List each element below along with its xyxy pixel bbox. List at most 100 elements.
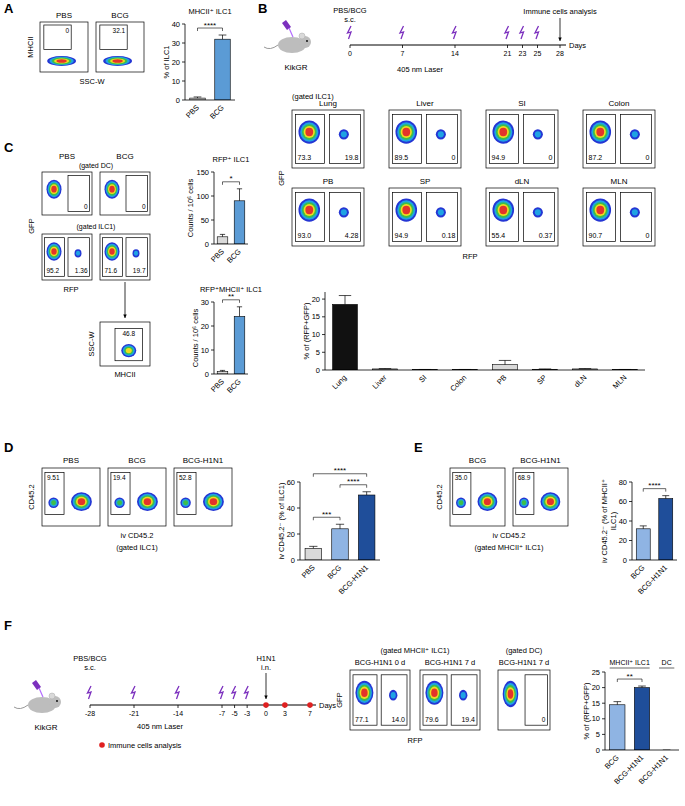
strain-label: KikGR xyxy=(34,723,57,732)
y-tick xyxy=(211,220,214,221)
gate-value: 90.7 xyxy=(589,232,603,239)
density-contour xyxy=(402,128,410,136)
density-contour xyxy=(456,498,466,508)
y-tick xyxy=(602,687,605,688)
y-tick-label: 10 xyxy=(201,346,209,355)
gate xyxy=(620,115,651,164)
density-contour xyxy=(505,685,516,703)
gate-value: 68.9 xyxy=(518,474,531,481)
flow-plot: 9.51 xyxy=(42,468,100,526)
group-label: DC xyxy=(662,659,672,666)
density-contour xyxy=(76,497,87,507)
y-tick xyxy=(629,521,632,522)
day-label: 0 xyxy=(348,50,352,57)
gate xyxy=(111,473,130,515)
density-contour xyxy=(137,492,158,511)
day-tick xyxy=(560,45,561,48)
density-contour xyxy=(496,124,511,140)
y-tick-label: 10 xyxy=(312,330,320,339)
x-axis xyxy=(300,560,380,561)
density-contour xyxy=(110,58,125,63)
group-line xyxy=(659,668,674,669)
mouse-icon xyxy=(14,680,61,713)
laser-bolt xyxy=(453,26,457,39)
x-tick-label: PBS xyxy=(209,247,226,264)
plot-title: PB xyxy=(323,177,334,186)
density-contour xyxy=(133,249,140,257)
axis-title: GFP xyxy=(277,170,286,185)
gate xyxy=(426,115,457,164)
y-axis xyxy=(300,482,301,560)
axis-title: RFP xyxy=(64,285,79,294)
group-label: MHCII⁺ ILC1 xyxy=(610,659,650,666)
x-tick-label: BCG xyxy=(326,563,344,581)
flow-frame xyxy=(40,22,88,72)
y-tick xyxy=(297,560,300,561)
density-contour xyxy=(47,242,62,260)
y-tick xyxy=(297,482,300,483)
x-tick-label: Colon xyxy=(448,373,468,393)
density-contour xyxy=(50,57,74,65)
plot-title: BCG xyxy=(469,456,486,465)
panel-letter: C xyxy=(4,140,14,155)
density-contour xyxy=(49,183,59,196)
significance-label: ** xyxy=(627,672,633,681)
flow-plot: 55.40.37 xyxy=(486,188,558,246)
gate-value: 0 xyxy=(548,154,552,161)
gate xyxy=(296,115,325,164)
y-tick xyxy=(211,196,214,197)
y-tick xyxy=(297,508,300,509)
laser-bolt xyxy=(505,26,509,39)
bar xyxy=(332,529,349,560)
density-contour xyxy=(51,186,56,193)
flow-frame xyxy=(486,188,558,246)
error-bar xyxy=(579,368,591,369)
day-tick xyxy=(455,45,456,48)
gate xyxy=(329,115,360,164)
density-contour xyxy=(139,494,157,510)
bar-chart: 010203040% of ILC1PBSBCGMHCII⁺ ILC1**** xyxy=(162,7,235,121)
density-contour xyxy=(305,206,313,214)
gate-value: 0 xyxy=(84,203,88,210)
error-bar xyxy=(539,368,551,369)
gate-value: 77.1 xyxy=(355,716,369,723)
plot-title: BCG xyxy=(128,456,145,465)
gate xyxy=(587,193,616,242)
flow-plot: 90.70 xyxy=(583,188,655,246)
density-contour xyxy=(596,206,604,214)
gate xyxy=(587,115,616,164)
flow-frame xyxy=(350,670,410,730)
flow-frame xyxy=(42,468,100,526)
flow-plot: 94.90.18 xyxy=(389,188,461,246)
flow-frame xyxy=(100,234,150,280)
plot-title: BCG-H1N1 xyxy=(520,456,561,465)
x-tick-label: BCG xyxy=(603,753,621,771)
gate xyxy=(393,193,422,242)
density-contour xyxy=(397,200,415,219)
bar-chart: 05101520% of (RFP+GFP)LungLiverSIColonPB… xyxy=(302,292,645,393)
panel-c: PBSBCG(gated DC)00(gated ILC1)95.21.3671… xyxy=(27,152,150,379)
day-tick xyxy=(222,705,223,708)
day-label: -7 xyxy=(219,710,225,717)
mouse-ear xyxy=(49,693,55,699)
density-contour xyxy=(304,204,315,216)
plot-title: PBS xyxy=(59,152,75,161)
day-tick xyxy=(537,45,538,48)
plot-title: Lung xyxy=(319,99,337,108)
flow-frame xyxy=(450,468,505,526)
density-contour xyxy=(427,683,442,703)
gate-label: (gated MHCII⁺ ILC1) xyxy=(475,543,544,552)
density-contour xyxy=(50,247,58,257)
panel-a: PBS0BCG32.1MHCIISSC-W xyxy=(26,11,144,86)
day-label: 7 xyxy=(401,50,405,57)
gate xyxy=(490,193,519,242)
laser-bolt xyxy=(176,686,180,699)
density-contour xyxy=(498,204,509,216)
error-bar xyxy=(662,496,669,499)
gate-value: 52.8 xyxy=(179,474,192,481)
timeline-axis-title: Days xyxy=(319,701,336,710)
error-bar xyxy=(220,370,225,371)
timeline: 071421232528Days xyxy=(348,26,587,57)
day-label: 23 xyxy=(519,50,527,57)
density-contour xyxy=(74,495,88,508)
